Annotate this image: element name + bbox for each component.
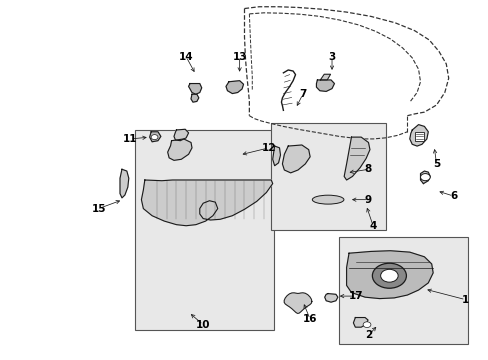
Text: 15: 15 <box>91 203 106 213</box>
Text: 17: 17 <box>348 291 363 301</box>
Polygon shape <box>353 318 367 327</box>
Text: 14: 14 <box>179 52 193 62</box>
Circle shape <box>151 135 158 140</box>
Polygon shape <box>320 74 330 80</box>
Circle shape <box>372 263 406 288</box>
Polygon shape <box>324 294 337 302</box>
Ellipse shape <box>312 195 343 204</box>
Bar <box>414 132 424 141</box>
Polygon shape <box>167 139 192 160</box>
Polygon shape <box>141 180 272 226</box>
Text: 1: 1 <box>461 295 468 305</box>
Polygon shape <box>344 137 369 180</box>
Polygon shape <box>149 132 161 142</box>
Polygon shape <box>282 145 309 173</box>
Text: 2: 2 <box>364 330 371 341</box>
Text: 13: 13 <box>232 52 246 62</box>
Circle shape <box>380 269 397 282</box>
Polygon shape <box>284 293 311 314</box>
Bar <box>135 130 273 330</box>
Text: 8: 8 <box>364 164 371 174</box>
Polygon shape <box>409 125 427 146</box>
Polygon shape <box>225 81 243 94</box>
Text: 7: 7 <box>299 89 306 99</box>
Text: 3: 3 <box>328 52 335 62</box>
Bar <box>271 123 385 230</box>
Polygon shape <box>174 129 188 141</box>
Polygon shape <box>420 171 429 184</box>
Text: 9: 9 <box>364 195 371 204</box>
Polygon shape <box>188 84 201 94</box>
Polygon shape <box>346 251 432 298</box>
Text: 16: 16 <box>302 314 317 324</box>
Polygon shape <box>191 94 199 102</box>
Polygon shape <box>316 80 334 91</box>
Bar <box>339 237 467 344</box>
Polygon shape <box>120 169 128 198</box>
Text: 11: 11 <box>123 134 137 144</box>
Text: 4: 4 <box>369 221 376 231</box>
Text: 6: 6 <box>449 191 456 201</box>
Circle shape <box>420 174 429 181</box>
Polygon shape <box>272 146 280 166</box>
Text: 5: 5 <box>432 159 439 169</box>
Circle shape <box>363 322 370 328</box>
Text: 10: 10 <box>196 320 210 330</box>
Text: 12: 12 <box>261 143 276 153</box>
